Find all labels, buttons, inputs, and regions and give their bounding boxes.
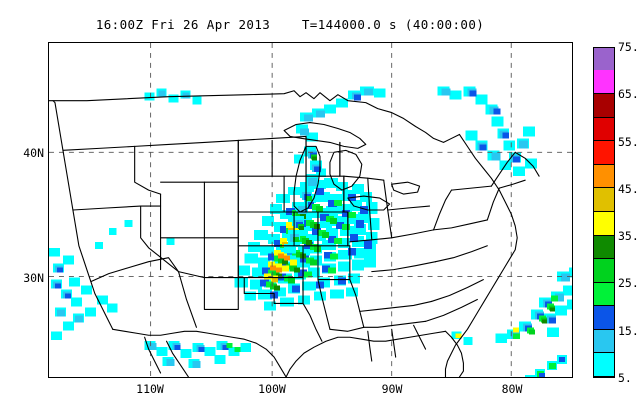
graticule — [49, 43, 572, 377]
reflectivity-field — [49, 86, 572, 377]
echo-northern-plains-core — [158, 90, 190, 99]
map-boundaries — [49, 90, 540, 377]
colorbar-band-sky-blue — [594, 329, 614, 354]
colorbar-tick-65: 65. — [618, 87, 639, 102]
echo-southeast-corner — [525, 355, 568, 377]
plot-title: 16:00Z Fri 26 Apr 2013 T=144000.0 s (40:… — [95, 17, 485, 32]
y-axis-label-40n: 40N — [23, 146, 44, 160]
echo-atlantic-offshore — [495, 267, 572, 344]
colorbar-band-dark-red — [594, 94, 614, 118]
colorbar-tick-55: 55. — [618, 134, 639, 149]
echo-gulf — [451, 331, 473, 346]
x-axis-label-80w: 80W — [501, 382, 523, 396]
colorbar-band-orange — [594, 164, 614, 189]
colorbar-band-cyan — [594, 353, 614, 377]
echo-gulf-core — [455, 333, 462, 339]
map-canvas — [49, 43, 572, 377]
colorbar-tick-5: 5. — [618, 371, 632, 385]
echo-southwest-scattered — [94, 219, 175, 249]
map-panel[interactable] — [48, 42, 573, 378]
x-axis-label-100w: 100W — [258, 382, 286, 396]
echo-canada — [437, 86, 538, 177]
echo-baja — [144, 341, 252, 369]
reflectivity-colorbar[interactable] — [593, 47, 615, 378]
colorbar-tick-45: 45. — [618, 181, 639, 196]
colorbar-tick-35: 35. — [618, 229, 639, 244]
y-axis-label-30n: 30N — [23, 271, 44, 285]
colorbar-band-purple — [594, 47, 614, 71]
colorbar-band-dark-green — [594, 235, 614, 260]
colorbar-tick-25: 25. — [618, 276, 639, 291]
echo-pacific-offshore — [49, 247, 118, 341]
colorbar-band-blue — [594, 306, 614, 330]
colorbar-band-bright-green — [594, 282, 614, 307]
colorbar-band-green — [594, 259, 614, 283]
colorbar-tick-75: 75. — [618, 40, 639, 54]
x-axis-label-90w: 90W — [381, 382, 403, 396]
colorbar-tick-15: 15. — [618, 323, 639, 338]
colorbar-band-red — [594, 117, 614, 142]
colorbar-band-yellow — [594, 211, 614, 236]
colorbar-band-magenta — [594, 70, 614, 95]
x-axis-label-110w: 110W — [136, 382, 164, 396]
colorbar-band-gold — [594, 188, 614, 212]
echo-orange — [270, 253, 291, 273]
colorbar-band-red-orange — [594, 141, 614, 165]
